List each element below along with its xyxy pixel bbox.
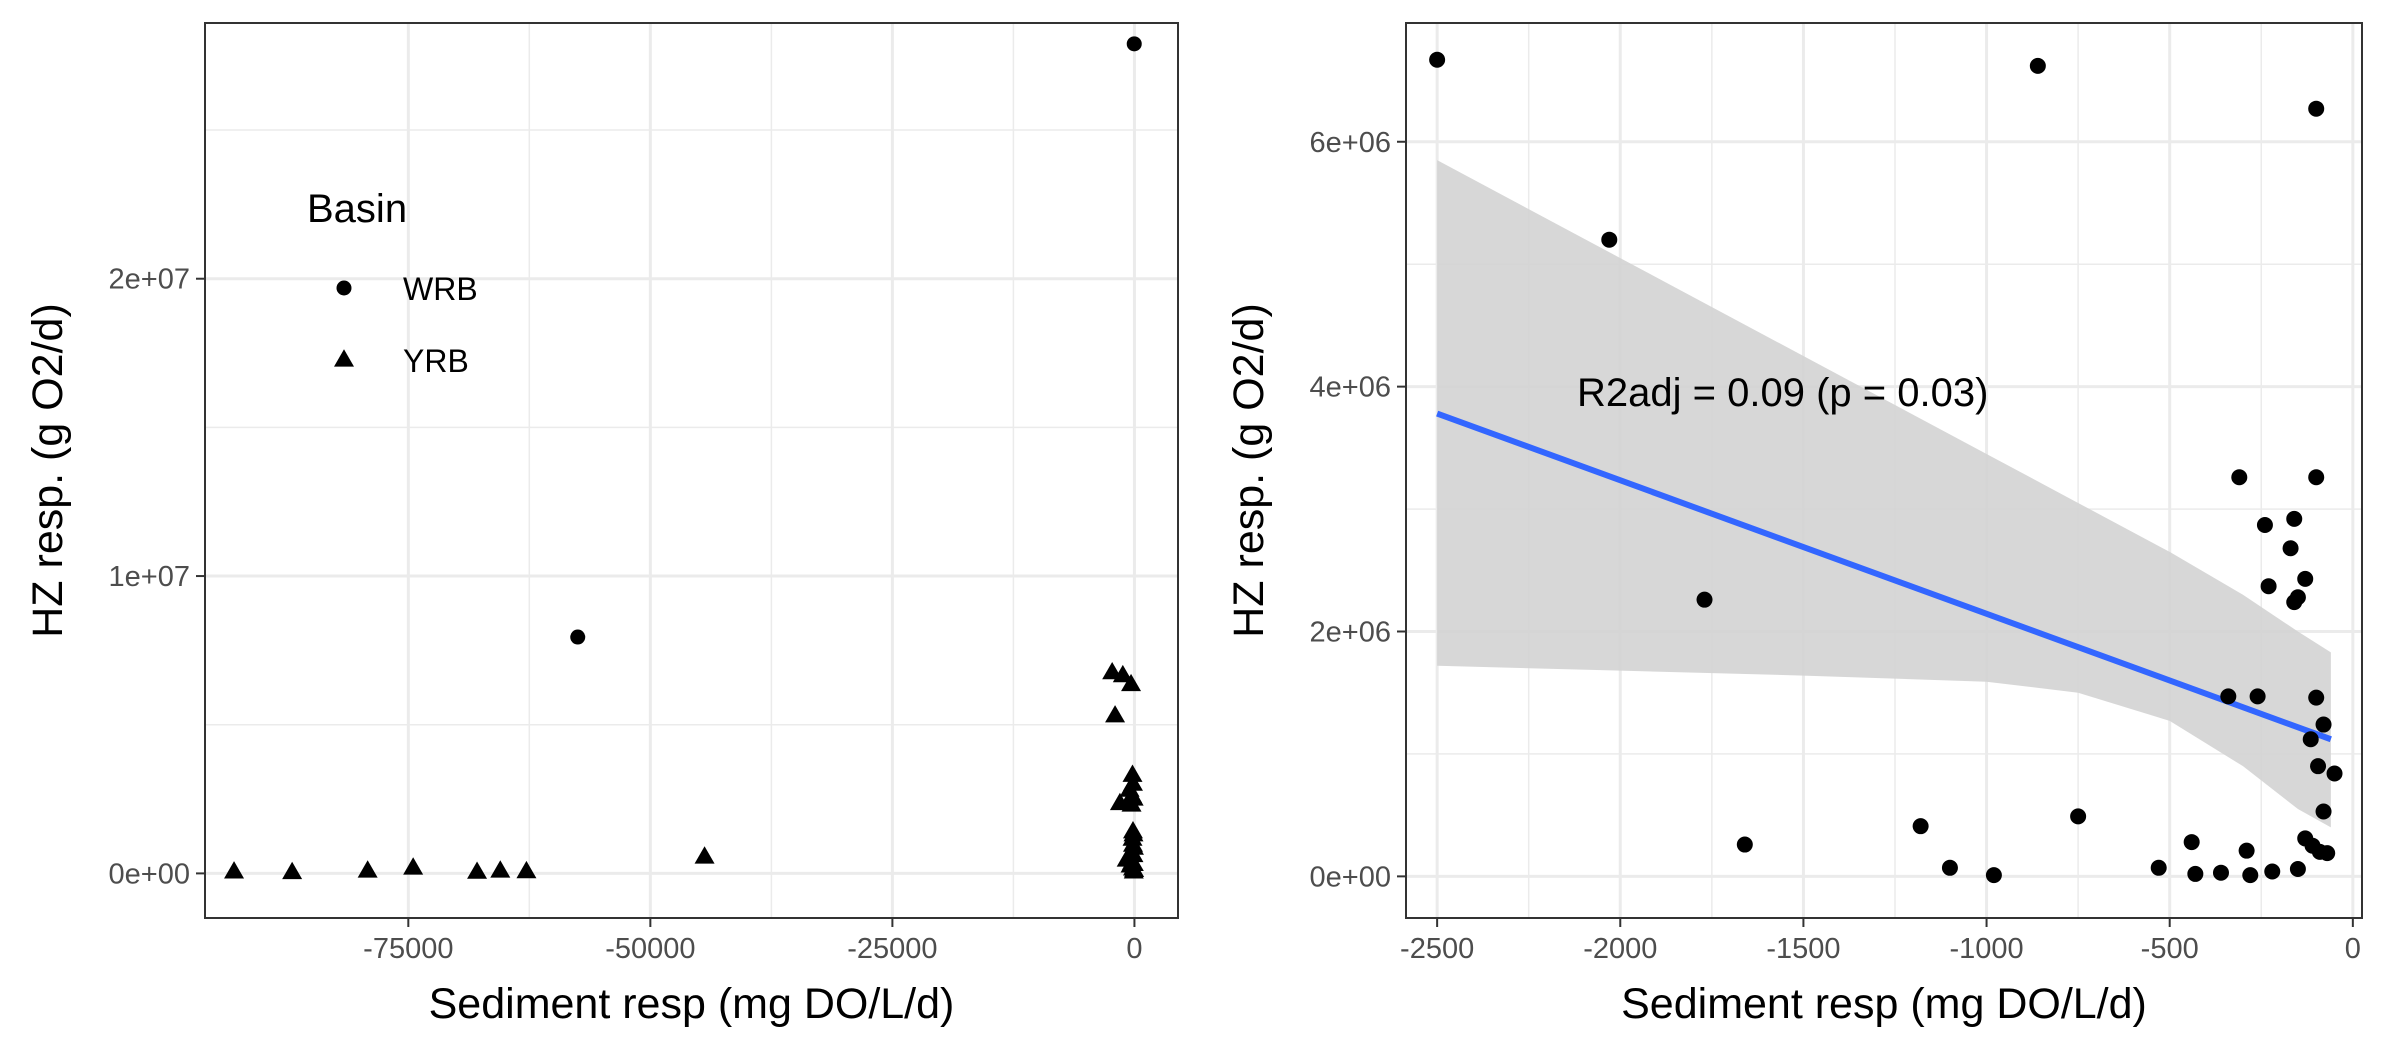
data-point: [2029, 57, 2046, 74]
data-point-yrb: [1105, 705, 1126, 723]
data-point-yrb: [516, 860, 537, 879]
data-point: [2256, 516, 2273, 533]
y-tick-label: 2e+07: [109, 264, 190, 296]
data-points: [1429, 51, 2343, 884]
data-point-wrb: [570, 629, 586, 645]
y-axis-title: HZ resp. (g O2/d): [24, 303, 72, 638]
x-tick-label: -75000: [363, 933, 453, 965]
data-point: [2183, 834, 2200, 851]
data-point-yrb: [1123, 861, 1144, 879]
x-tick-label: 0: [1126, 933, 1142, 965]
data-point-yrb: [467, 861, 488, 879]
data-point: [2308, 469, 2325, 486]
data-point: [2315, 716, 2332, 733]
legend-key-yrb: [334, 349, 354, 367]
data-point: [1601, 231, 1618, 248]
y-tick-label: 0e+00: [109, 858, 190, 890]
data-point: [2286, 594, 2303, 611]
data-point: [2231, 469, 2248, 486]
data-point-yrb: [1121, 673, 1142, 692]
data-point: [2150, 859, 2167, 876]
grid: [205, 23, 1178, 918]
data-point: [1736, 836, 1753, 853]
data-point-yrb: [224, 861, 245, 879]
legend: Basin WRB YRB: [307, 187, 478, 379]
data-point: [1429, 51, 1446, 68]
data-point: [2264, 863, 2281, 880]
data-point: [2238, 842, 2255, 859]
panel-border: [1405, 22, 2363, 919]
data-point-yrb: [357, 860, 378, 878]
data-point: [2297, 570, 2314, 587]
data-point-yrb: [282, 861, 303, 880]
x-tick-label: -25000: [847, 933, 937, 965]
y-tick-label: 2e+06: [1310, 617, 1391, 649]
regression-line: [1436, 410, 2332, 743]
data-point-yrb: [403, 857, 424, 875]
data-point: [2187, 865, 2204, 882]
panel-1: -75000 -50000 -25000 0 0e+00 1e+07 2e+07 Sedime…: [24, 22, 1179, 1028]
data-point: [2242, 867, 2259, 884]
x-tick-label: -1500: [1766, 933, 1840, 965]
y-tick-label: 6e+06: [1310, 127, 1391, 159]
data-point: [1912, 818, 1929, 835]
data-point: [1696, 591, 1713, 608]
data-point-yrb: [490, 860, 511, 878]
data-point: [2310, 758, 2327, 775]
data-point: [2249, 688, 2266, 705]
data-point: [2070, 808, 2087, 825]
x-tick-label: -2000: [1583, 933, 1657, 965]
x-axis-title: Sediment resp (mg DO/L/d): [1621, 980, 2147, 1028]
legend-label-yrb: YRB: [403, 343, 469, 379]
data-point: [2260, 578, 2277, 595]
x-tick-label: -50000: [605, 933, 695, 965]
x-tick-label: 0: [2345, 933, 2361, 965]
y-axis-title: HZ resp. (g O2/d): [1225, 303, 1273, 638]
x-tick-label: -500: [2141, 933, 2199, 965]
legend-key-wrb: [336, 280, 352, 296]
x-tick-label: -1000: [1949, 933, 2023, 965]
panel-2: R2adj = 0.09 (p = 0.03) -2500 -2000 -1500 -1…: [1225, 22, 2363, 1028]
y-tick-label: 4e+06: [1310, 372, 1391, 404]
y-tick-label: 1e+07: [109, 561, 190, 593]
data-point: [2326, 765, 2343, 782]
data-point: [2319, 845, 2336, 862]
legend-title: Basin: [307, 187, 407, 231]
data-point: [2308, 100, 2325, 117]
data-point-wrb: [1126, 36, 1142, 52]
data-point: [2220, 688, 2237, 705]
legend-label-wrb: WRB: [403, 271, 478, 307]
data-point-yrb: [1121, 794, 1142, 812]
data-point-yrb: [694, 846, 715, 864]
x-axis-title: Sediment resp (mg DO/L/d): [429, 980, 955, 1028]
data-point-yrb: [1112, 664, 1133, 683]
panel-border: [204, 22, 1179, 919]
data-point: [2212, 864, 2229, 881]
data-point: [2308, 689, 2325, 706]
data-point-yrb: [1122, 764, 1143, 782]
data-point: [1985, 867, 2002, 884]
regression-annotation: R2adj = 0.09 (p = 0.03): [1577, 371, 1988, 415]
data-point: [2302, 731, 2319, 748]
data-point: [2289, 861, 2306, 878]
data-point: [1941, 859, 1958, 876]
x-tick-label: -2500: [1400, 933, 1474, 965]
y-tick-label: 0e+00: [1310, 861, 1391, 893]
data-points: [224, 36, 1145, 880]
data-point: [2286, 510, 2303, 527]
data-point: [2315, 803, 2332, 820]
data-point: [2282, 540, 2299, 557]
confidence-band: [1437, 160, 2331, 828]
